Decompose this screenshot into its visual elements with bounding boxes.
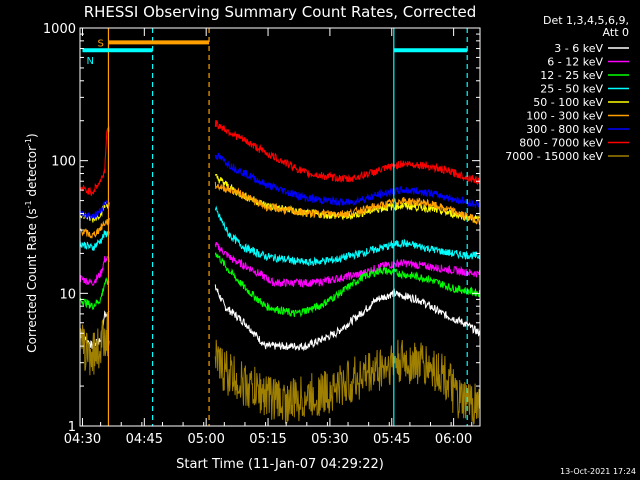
legend-label-300-800-kev: 300 - 800 keV xyxy=(526,123,603,136)
legend-label-6-12-kev: 6 - 12 keV xyxy=(547,56,603,69)
y-axis-label-sup2: -1 xyxy=(24,138,33,146)
x-tick-label-05-00: 05:00 xyxy=(187,432,224,447)
legend-label-800-7000-kev: 800 - 7000 keV xyxy=(519,137,603,150)
series-line-300-800-kev xyxy=(79,152,480,222)
legend-header-0: Det 1,3,4,5,6,9, xyxy=(543,14,629,27)
x-tick-label-04-45: 04:45 xyxy=(126,432,163,447)
data-layer xyxy=(79,120,480,425)
series-line-6-12-kev xyxy=(79,242,480,289)
series-line-100-300-kev xyxy=(79,181,480,239)
y-tick-label-1000: 1000 xyxy=(43,22,76,37)
series-line-7000-15000-kev xyxy=(79,311,480,425)
x-tick-label-05-30: 05:30 xyxy=(311,432,348,447)
series-line-800-7000-kev xyxy=(79,120,480,196)
y-axis-label: Corrected Count Rate (s-1 detector-1) xyxy=(24,133,39,352)
y-axis-label-part1: Corrected Count Rate (s xyxy=(25,208,39,352)
series-line-25-50-kev xyxy=(79,205,480,267)
x-tick-label-05-15: 05:15 xyxy=(249,432,286,447)
legend-label-50-100-kev: 50 - 100 keV xyxy=(533,96,603,109)
legend-label-100-300-kev: 100 - 300 keV xyxy=(526,110,603,123)
y-tick-label-1: 1 xyxy=(68,420,76,435)
x-tick-label-04-30: 04:30 xyxy=(64,432,101,447)
annotation-bar-label-n: N xyxy=(86,56,93,67)
annotation-layer: SN xyxy=(82,28,468,426)
y-axis-label-part2: detector xyxy=(25,146,39,201)
series-line-12-25-kev xyxy=(79,252,480,318)
axes-layer: 04:30 04:45 05:00 05:15 05:30 05:45 06:00 1 10 10… xyxy=(43,22,481,447)
legend-label-25-50-kev: 25 - 50 keV xyxy=(540,83,603,96)
legend-label-7000-15000-kev: 7000 - 15000 keV xyxy=(505,150,603,163)
y-tick-label-100: 100 xyxy=(51,155,76,170)
x-tick-label-06-00: 06:00 xyxy=(435,432,472,447)
timestamp: 13-Oct-2021 17:24 xyxy=(560,467,636,476)
x-axis-label: Start Time (11-Jan-07 04:29:22) xyxy=(176,457,384,472)
series-line-3-6-kev xyxy=(80,284,480,352)
y-axis-label-sup1: -1 xyxy=(24,200,33,208)
annotation-bar-label-s: S xyxy=(97,38,103,49)
y-axis-label-group: Corrected Count Rate (s-1 detector-1) xyxy=(24,133,39,352)
legend-label-12-25-kev: 12 - 25 keV xyxy=(540,69,603,82)
y-axis-label-part3: ) xyxy=(25,133,39,138)
x-tick-label-05-45: 05:45 xyxy=(373,432,410,447)
legend-label-3-6-kev: 3 - 6 keV xyxy=(554,42,603,55)
plot-frame xyxy=(79,27,481,427)
legend-header-1: Att 0 xyxy=(603,26,629,39)
y-tick-label-10: 10 xyxy=(59,287,76,302)
chart-title: RHESSI Observing Summary Count Rates, Co… xyxy=(84,3,477,21)
